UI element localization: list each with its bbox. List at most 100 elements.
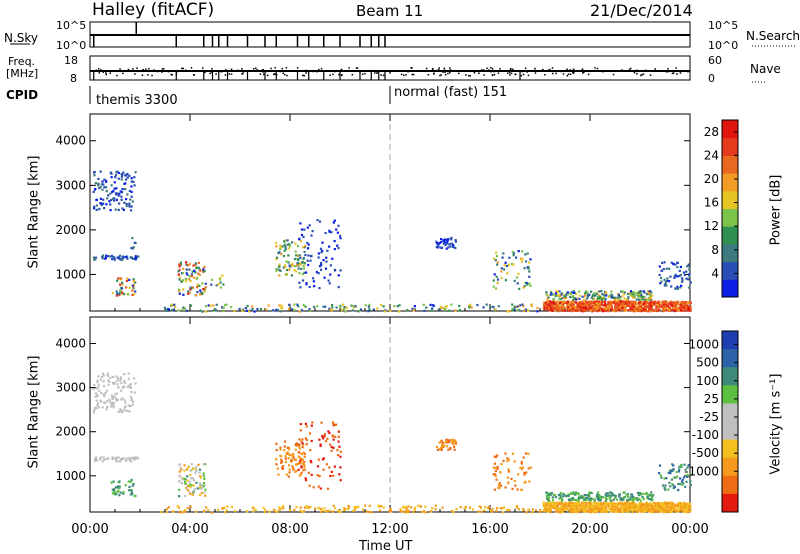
- nave-point-150: [672, 72, 675, 74]
- velocity-cell-4-61: [303, 468, 306, 471]
- velocity-cell-4-88: [290, 459, 293, 462]
- power-cell-12-621: [639, 305, 642, 308]
- power-cell-8-7: [446, 240, 449, 243]
- velocity-cell-4-86: [294, 463, 297, 466]
- velocity-cell-8-192: [646, 496, 649, 499]
- power-cell-11-48: [676, 275, 679, 278]
- velocity-cell-10-683: [607, 505, 610, 508]
- velocity-cell-0-97: [112, 406, 115, 409]
- velocity-cell-11-92: [464, 505, 467, 509]
- velocity-cell-10-864: [600, 510, 603, 513]
- power-cell-5-6: [210, 278, 214, 281]
- velocity-cell-3-64: [201, 487, 204, 490]
- power-cell-13-104: [163, 306, 166, 309]
- power-cell-12-844: [624, 305, 627, 308]
- power-cell-8-8: [447, 246, 450, 249]
- velocity-cell-8-188: [621, 498, 624, 502]
- velocity-cell-7-44: [496, 467, 499, 470]
- velocity-cell-10-886: [573, 503, 577, 506]
- velocity-cell-5-39: [332, 438, 335, 441]
- power-cell-6-65: [296, 257, 299, 261]
- power-cell-9-19: [495, 275, 498, 278]
- power-cell-4-4: [188, 262, 192, 266]
- velocity-cell-5-4: [305, 438, 308, 441]
- velocity-cell-7-14: [494, 466, 497, 470]
- velocity-cell-11-96: [281, 505, 284, 508]
- power-cell-4-39: [177, 288, 181, 291]
- power-cell-6-84: [293, 269, 296, 272]
- velocity-cell-11-178: [517, 508, 521, 511]
- power-cell-10-172: [586, 291, 589, 294]
- power-cell-13-7: [450, 303, 453, 306]
- velocity-cell-8-63: [642, 492, 645, 495]
- power-cell-11-23: [662, 268, 665, 271]
- nave-point-146: [567, 73, 570, 75]
- power-cell-12-714: [546, 301, 549, 304]
- power-cell-13-78: [516, 305, 519, 308]
- nave-point-109: [339, 70, 341, 72]
- nave-tick-top: 60: [708, 54, 722, 67]
- velocity-cell-10-782: [605, 510, 608, 513]
- velocity-cell-10-828: [636, 510, 639, 513]
- power-cell-2-7: [121, 283, 124, 286]
- velocity-cell-9-16: [681, 483, 684, 486]
- power-cell-10-7: [558, 290, 561, 293]
- power-cell-3-3: [131, 237, 134, 240]
- power-cell-13-132: [454, 309, 457, 312]
- power-cell-7-1: [303, 228, 306, 231]
- nave-point-227: [541, 69, 544, 71]
- velocity-cell-4-62: [303, 452, 306, 455]
- power-cell-9-56: [521, 258, 524, 261]
- velocity-cell-7-34: [529, 466, 533, 469]
- velocity-cell-6-32: [441, 442, 444, 445]
- power-cell-4-38: [189, 280, 192, 283]
- velocity-cell-4-80: [298, 474, 301, 477]
- velocity-cell-4-49: [303, 463, 306, 466]
- velocity-cell-8-197: [577, 497, 580, 500]
- power-cell-10-97: [583, 295, 586, 298]
- power-cell-10-140: [640, 294, 643, 297]
- velocity-cell-10-703: [685, 507, 688, 510]
- velocity-cell-8-76: [608, 498, 611, 501]
- power-cell-13-122: [389, 309, 392, 312]
- nave-point-233: [534, 72, 537, 74]
- velocity-cell-8-189: [596, 495, 599, 498]
- velocity-cell-11-117: [506, 509, 509, 512]
- power-cell-2-31: [119, 289, 122, 292]
- power-cell-10-174: [550, 292, 553, 295]
- nave-point-243: [654, 68, 656, 70]
- power-cell-11-21: [676, 285, 679, 288]
- velocity-cell-11-150: [252, 510, 255, 513]
- power-cell-6-61: [279, 246, 282, 249]
- velocity-cell-10-570: [688, 506, 691, 509]
- power-cell-6-60: [297, 267, 300, 270]
- velocity-cell-11-34: [424, 511, 427, 514]
- velocity-cell-4-53: [288, 471, 291, 474]
- velocity-cell-10-878: [544, 508, 547, 511]
- power-cell-10-144: [643, 291, 646, 294]
- velocity-cell-10-747: [659, 503, 663, 506]
- power-cell-6-62: [278, 251, 281, 254]
- velocity-cell-11-99: [468, 506, 472, 509]
- velocity-cell-8-127: [605, 494, 608, 497]
- power-cell-8-23: [444, 243, 447, 246]
- velocity-cell-10-715: [637, 506, 640, 509]
- power-cell-12-530: [555, 301, 558, 304]
- velocity-colorbar-seg-7: [722, 457, 738, 477]
- velocity-cell-10-894: [606, 502, 609, 505]
- velocity-cell-3-4: [185, 486, 189, 489]
- nave-point-67: [431, 68, 434, 71]
- velocity-cell-8-102: [606, 492, 609, 495]
- power-cell-0-85: [93, 188, 97, 191]
- power-cell-13-72: [508, 310, 511, 313]
- power-cell-13-98: [221, 306, 224, 309]
- power-cell-4-52: [197, 261, 200, 265]
- velocity-cell-10-789: [589, 506, 592, 509]
- velocity-cell-2-31: [113, 493, 116, 496]
- power-cell-6-76: [302, 267, 306, 270]
- power-cell-11-58: [688, 286, 691, 289]
- velocity-cell-10-777: [557, 501, 561, 504]
- velocity-cell-7-49: [498, 482, 501, 485]
- nave-point-93: [526, 71, 528, 73]
- nave-point-7: [437, 68, 440, 71]
